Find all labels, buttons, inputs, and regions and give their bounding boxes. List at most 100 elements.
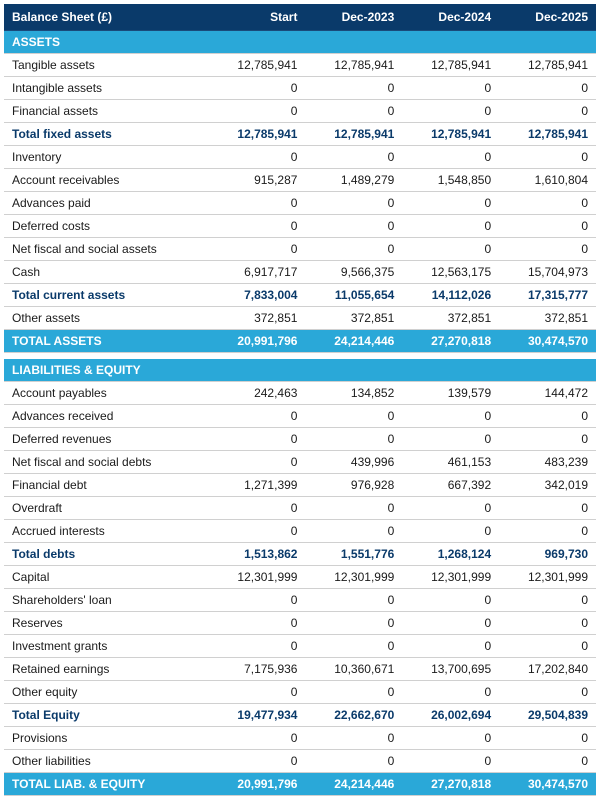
cell-value: 0 xyxy=(305,427,402,450)
cell-value: 0 xyxy=(402,749,499,772)
cell-value: 372,851 xyxy=(499,307,596,330)
section-label: ASSETS xyxy=(4,31,596,54)
col-header: Balance Sheet (£) xyxy=(4,4,209,31)
row-label: Total debts xyxy=(4,542,209,565)
balance-sheet-table: Balance Sheet (£)StartDec-2023Dec-2024De… xyxy=(4,4,596,796)
cell-value: 0 xyxy=(305,519,402,542)
cell-value: 0 xyxy=(402,726,499,749)
table-row: Deferred costs0000 xyxy=(4,215,596,238)
cell-value: 11,055,654 xyxy=(305,284,402,307)
cell-value: 0 xyxy=(305,680,402,703)
cell-value: 26,002,694 xyxy=(402,703,499,726)
cell-value: 0 xyxy=(499,404,596,427)
cell-value: 0 xyxy=(402,238,499,261)
cell-value: 12,563,175 xyxy=(402,261,499,284)
row-label: Cash xyxy=(4,261,209,284)
table-row: Deferred revenues0000 xyxy=(4,427,596,450)
col-header: Dec-2024 xyxy=(402,4,499,31)
row-label: Total current assets xyxy=(4,284,209,307)
cell-value: 12,785,941 xyxy=(499,54,596,77)
cell-value: 372,851 xyxy=(305,307,402,330)
cell-value: 0 xyxy=(402,100,499,123)
total-value: 24,214,446 xyxy=(305,772,402,795)
cell-value: 372,851 xyxy=(402,307,499,330)
cell-value: 0 xyxy=(499,611,596,634)
table-row: Retained earnings7,175,93610,360,67113,7… xyxy=(4,657,596,680)
cell-value: 439,996 xyxy=(305,450,402,473)
table-row: Net fiscal and social assets0000 xyxy=(4,238,596,261)
cell-value: 0 xyxy=(499,146,596,169)
table-row: Shareholders' loan0000 xyxy=(4,588,596,611)
cell-value: 0 xyxy=(305,238,402,261)
table-row: Inventory0000 xyxy=(4,146,596,169)
cell-value: 342,019 xyxy=(499,473,596,496)
table-row: Capital12,301,99912,301,99912,301,99912,… xyxy=(4,565,596,588)
cell-value: 0 xyxy=(209,726,306,749)
row-label: Investment grants xyxy=(4,634,209,657)
table-row: Other assets372,851372,851372,851372,851 xyxy=(4,307,596,330)
cell-value: 1,548,850 xyxy=(402,169,499,192)
cell-value: 14,112,026 xyxy=(402,284,499,307)
cell-value: 0 xyxy=(305,192,402,215)
cell-value: 12,785,941 xyxy=(402,54,499,77)
cell-value: 0 xyxy=(499,680,596,703)
row-label: Account receivables xyxy=(4,169,209,192)
table-header: Balance Sheet (£)StartDec-2023Dec-2024De… xyxy=(4,4,596,31)
row-label: Capital xyxy=(4,565,209,588)
cell-value: 0 xyxy=(209,215,306,238)
cell-value: 9,566,375 xyxy=(305,261,402,284)
cell-value: 976,928 xyxy=(305,473,402,496)
table-row: Overdraft0000 xyxy=(4,496,596,519)
cell-value: 12,785,941 xyxy=(305,123,402,146)
cell-value: 969,730 xyxy=(499,542,596,565)
col-header: Dec-2023 xyxy=(305,4,402,31)
cell-value: 0 xyxy=(499,100,596,123)
cell-value: 17,202,840 xyxy=(499,657,596,680)
cell-value: 22,662,670 xyxy=(305,703,402,726)
total-value: 24,214,446 xyxy=(305,330,402,353)
row-label: Deferred revenues xyxy=(4,427,209,450)
cell-value: 0 xyxy=(209,427,306,450)
cell-value: 0 xyxy=(209,77,306,100)
row-label: Other assets xyxy=(4,307,209,330)
row-label: Advances received xyxy=(4,404,209,427)
table-row: Investment grants0000 xyxy=(4,634,596,657)
cell-value: 0 xyxy=(305,77,402,100)
cell-value: 0 xyxy=(402,192,499,215)
cell-value: 0 xyxy=(305,749,402,772)
cell-value: 0 xyxy=(209,238,306,261)
table-row: Other equity0000 xyxy=(4,680,596,703)
cell-value: 0 xyxy=(499,238,596,261)
cell-value: 0 xyxy=(499,496,596,519)
row-label: Net fiscal and social debts xyxy=(4,450,209,473)
cell-value: 0 xyxy=(209,496,306,519)
cell-value: 12,301,999 xyxy=(499,565,596,588)
cell-value: 0 xyxy=(402,404,499,427)
cell-value: 461,153 xyxy=(402,450,499,473)
cell-value: 0 xyxy=(402,77,499,100)
row-label: Other liabilities xyxy=(4,749,209,772)
cell-value: 1,271,399 xyxy=(209,473,306,496)
cell-value: 483,239 xyxy=(499,450,596,473)
cell-value: 1,513,862 xyxy=(209,542,306,565)
total-row: TOTAL ASSETS20,991,79624,214,44627,270,8… xyxy=(4,330,596,353)
total-value: 20,991,796 xyxy=(209,330,306,353)
cell-value: 12,785,941 xyxy=(402,123,499,146)
row-label: Advances paid xyxy=(4,192,209,215)
table-row: Intangible assets0000 xyxy=(4,77,596,100)
row-label: Deferred costs xyxy=(4,215,209,238)
table-row: Tangible assets12,785,94112,785,94112,78… xyxy=(4,54,596,77)
cell-value: 1,489,279 xyxy=(305,169,402,192)
cell-value: 12,785,941 xyxy=(305,54,402,77)
total-value: 30,474,570 xyxy=(499,772,596,795)
cell-value: 0 xyxy=(402,427,499,450)
cell-value: 0 xyxy=(305,634,402,657)
cell-value: 0 xyxy=(499,726,596,749)
cell-value: 372,851 xyxy=(209,307,306,330)
cell-value: 0 xyxy=(305,404,402,427)
total-value: 27,270,818 xyxy=(402,330,499,353)
cell-value: 0 xyxy=(499,77,596,100)
cell-value: 0 xyxy=(209,404,306,427)
row-label: Total fixed assets xyxy=(4,123,209,146)
cell-value: 1,268,124 xyxy=(402,542,499,565)
